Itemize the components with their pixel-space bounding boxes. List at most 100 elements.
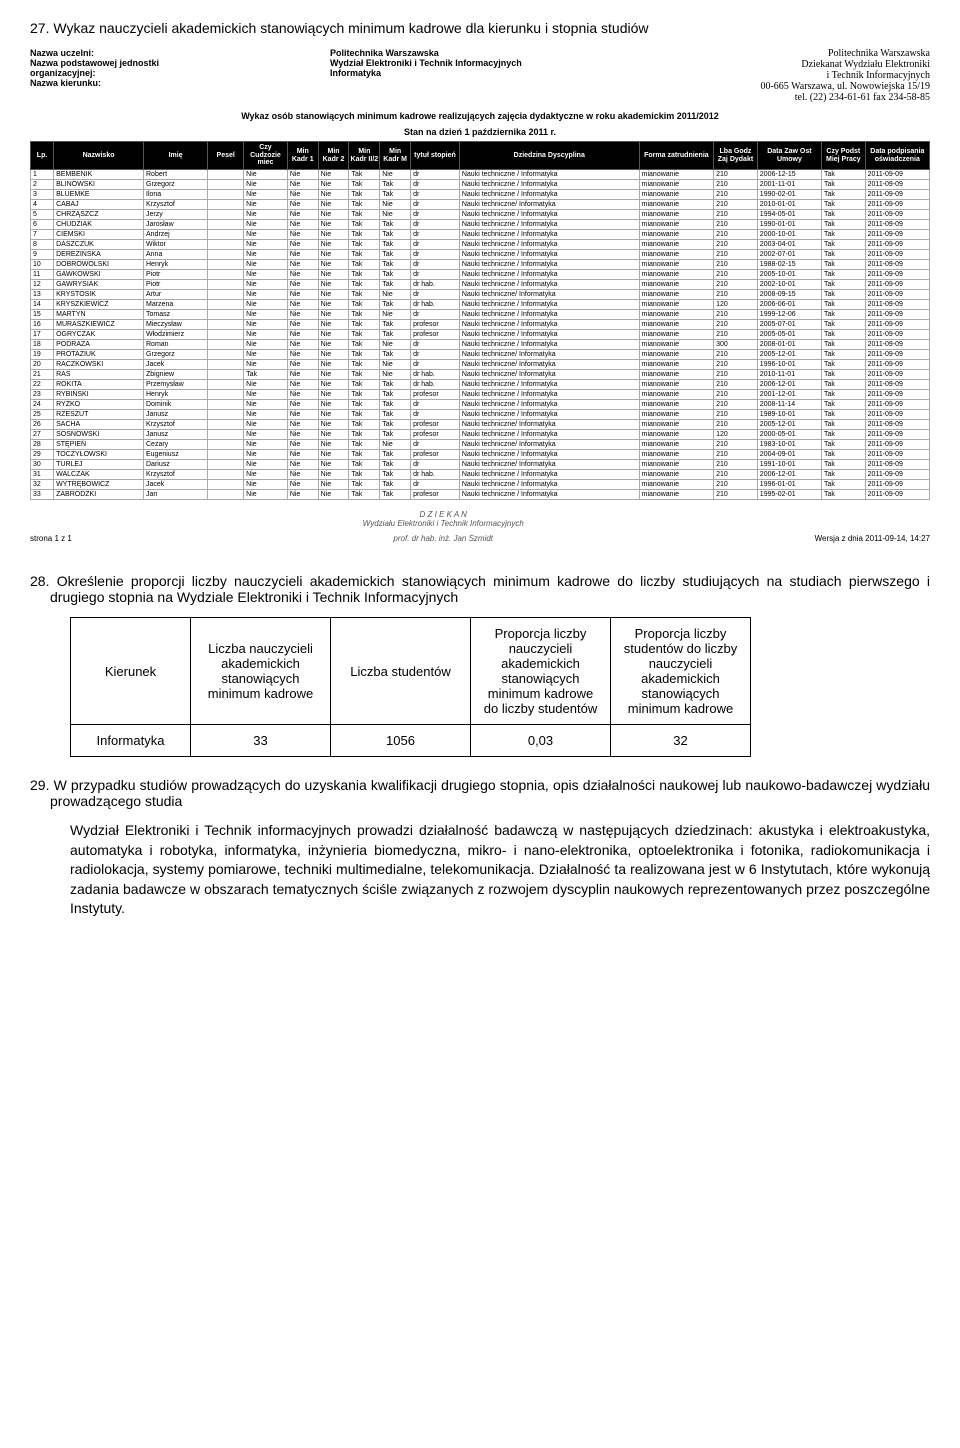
table-cell: Krzysztof: [144, 200, 208, 210]
table-cell: Tak: [380, 230, 411, 240]
table-cell: Nauki techniczne / Informatyka: [459, 340, 639, 350]
table-row: 31WALCZAKKrzysztofNieNieNieTakTakdr hab.…: [31, 470, 930, 480]
table-cell: 12: [31, 280, 54, 290]
table-cell: [208, 190, 244, 200]
table-header-cell: Forma zatrudnienia: [639, 142, 713, 170]
table-cell: 1983-10-01: [757, 440, 821, 450]
table-cell: 2011-09-09: [865, 230, 929, 240]
table-cell: dr: [411, 230, 460, 240]
table-cell: Tak: [349, 400, 380, 410]
table-cell: 210: [714, 320, 758, 330]
table-cell: Nie: [287, 320, 318, 330]
table-cell: mianowanie: [639, 170, 713, 180]
table-cell: [208, 210, 244, 220]
table-cell: 2011-09-09: [865, 180, 929, 190]
table-cell: mianowanie: [639, 340, 713, 350]
table-cell: Tak: [822, 260, 866, 270]
table-cell: 210: [714, 410, 758, 420]
table-row: 22ROKITAPrzemysławNieNieNieTakTakdr hab.…: [31, 380, 930, 390]
table-cell: Tak: [349, 360, 380, 370]
footer-sign-area: D Z I E K A N Wydziału Elektroniki i Tec…: [363, 510, 524, 543]
table-cell: 31: [31, 470, 54, 480]
table-cell: Tak: [349, 260, 380, 270]
table-cell: Tak: [822, 240, 866, 250]
table-cell: 7: [31, 230, 54, 240]
table-cell: 21: [31, 370, 54, 380]
table-row: 13KRYSTOSIKArturNieNieNieTakNiedrNauki t…: [31, 290, 930, 300]
footer-dziekan: D Z I E K A N: [363, 510, 524, 519]
table-cell: 13: [31, 290, 54, 300]
table-cell: Nie: [244, 210, 288, 220]
table-cell: mianowanie: [639, 310, 713, 320]
table-cell: Tak: [349, 200, 380, 210]
table-cell: 2011-09-09: [865, 270, 929, 280]
table-cell: dr: [411, 290, 460, 300]
value-uczelni: Politechnika Warszawska: [330, 48, 630, 58]
table-row: 5CHRZĄSZCZJerzyNieNieNieTakNiedrNauki te…: [31, 210, 930, 220]
table-cell: Tak: [380, 220, 411, 230]
table-cell: profesor: [411, 490, 460, 500]
footer-signature: prof. dr hab. inż. Jan Szmidt: [363, 534, 524, 543]
table-cell: 2011-09-09: [865, 480, 929, 490]
table-cell: Nie: [380, 360, 411, 370]
proportion-cell: 0,03: [471, 725, 611, 757]
value-jednostki: Wydział Elektroniki i Technik Informacyj…: [330, 58, 630, 68]
table-cell: Grzegorz: [144, 180, 208, 190]
table-header-cell: Min Kadr 1: [287, 142, 318, 170]
table-cell: profesor: [411, 320, 460, 330]
table-row: 7CIEMSKIAndrzejNieNieNieTakTakdrNauki te…: [31, 230, 930, 240]
table-cell: Tak: [822, 230, 866, 240]
table-cell: Tak: [822, 220, 866, 230]
table-cell: 2011-09-09: [865, 190, 929, 200]
table-cell: Nauki techniczne / Informatyka: [459, 170, 639, 180]
header-stamp: Politechnika Warszawska Dziekanat Wydzia…: [630, 48, 930, 103]
table-cell: mianowanie: [639, 450, 713, 460]
table-cell: Nie: [318, 250, 349, 260]
table-cell: Nie: [244, 350, 288, 360]
table-cell: Tak: [349, 330, 380, 340]
table-cell: 25: [31, 410, 54, 420]
table-cell: 210: [714, 490, 758, 500]
table-cell: Nie: [287, 340, 318, 350]
table-row: 9DEREZIŃSKAAnnaNieNieNieTakTakdrNauki te…: [31, 250, 930, 260]
header-center: Politechnika Warszawska Wydział Elektron…: [330, 48, 630, 103]
table-cell: Tak: [380, 350, 411, 360]
table-cell: 32: [31, 480, 54, 490]
table-cell: Nie: [244, 250, 288, 260]
table-cell: Tak: [349, 450, 380, 460]
table-cell: Nie: [287, 490, 318, 500]
report-footer: strona 1 z 1 D Z I E K A N Wydziału Elek…: [30, 510, 930, 543]
table-cell: Tak: [822, 210, 866, 220]
table-cell: 22: [31, 380, 54, 390]
header-left: Nazwa uczelni: Nazwa podstawowej jednost…: [30, 48, 330, 103]
table-cell: TURLEJ: [54, 460, 144, 470]
table-cell: Tak: [380, 270, 411, 280]
label-uczelni: Nazwa uczelni:: [30, 48, 210, 58]
table-cell: mianowanie: [639, 480, 713, 490]
table-cell: Nauki techniczne / Informatyka: [459, 490, 639, 500]
table-cell: mianowanie: [639, 300, 713, 310]
table-cell: dr: [411, 250, 460, 260]
table-cell: [208, 390, 244, 400]
proportion-cell: 33: [191, 725, 331, 757]
table-cell: [208, 270, 244, 280]
table-cell: Nie: [287, 480, 318, 490]
table-cell: Nie: [287, 250, 318, 260]
table-header-cell: Min Kadr M: [380, 142, 411, 170]
table-cell: Nie: [244, 170, 288, 180]
table-cell: mianowanie: [639, 470, 713, 480]
proportion-table: KierunekLiczba nauczycieli akademickich …: [70, 617, 751, 757]
table-cell: SACHA: [54, 420, 144, 430]
table-cell: Nie: [244, 390, 288, 400]
table-cell: 210: [714, 450, 758, 460]
table-cell: Nie: [244, 460, 288, 470]
table-cell: [208, 200, 244, 210]
proportion-cell: 32: [611, 725, 751, 757]
table-cell: 210: [714, 200, 758, 210]
table-cell: Nie: [287, 420, 318, 430]
table-cell: Nie: [244, 230, 288, 240]
table-cell: 2011-09-09: [865, 440, 929, 450]
table-cell: 1991-10-01: [757, 460, 821, 470]
table-cell: Nauki techniczne / Informatyka: [459, 330, 639, 340]
table-cell: 2003-04-01: [757, 240, 821, 250]
